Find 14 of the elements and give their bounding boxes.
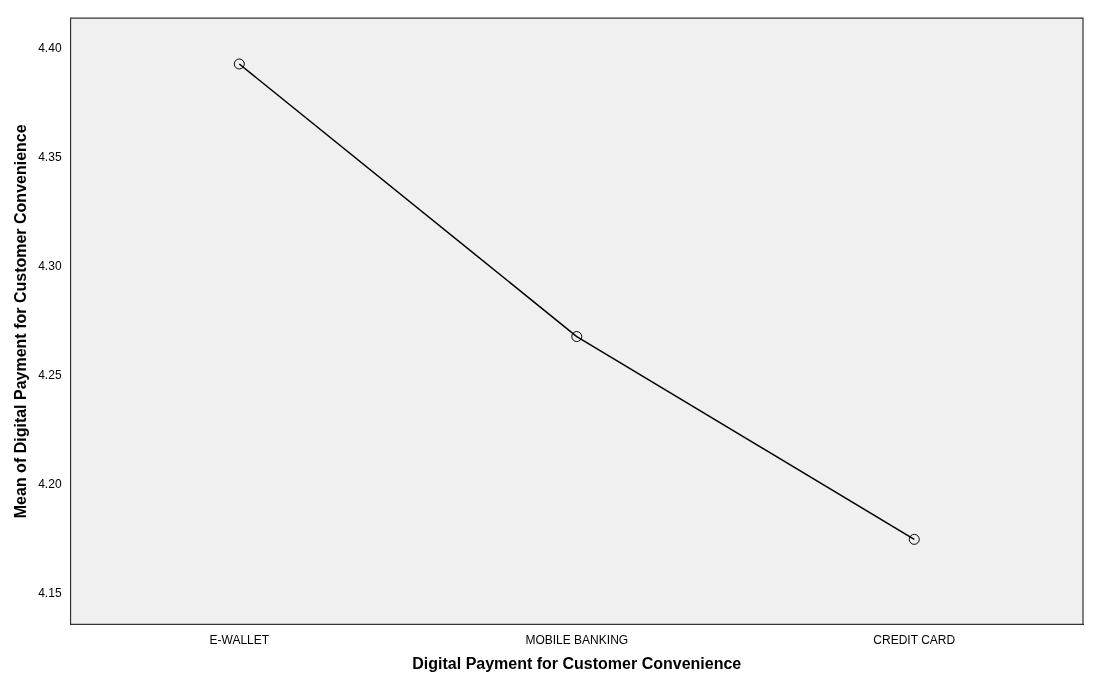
point [571,331,583,343]
x-axis-title: Digital Payment for Customer Convenience [412,654,742,672]
x-tick-label: MOBILE BANKING [525,632,629,647]
x-tick-label: CREDIT CARD [873,632,956,647]
y-tick-label: 4.30 [38,259,62,274]
y-tick-label: 4.40 [38,41,62,56]
y-tick-label: 4.25 [38,368,62,383]
point [233,58,245,70]
point [908,533,920,545]
y-axis-title: Mean of Digital Payment for Customer Convenience [12,124,30,519]
x-tick-label: E-WALLET [209,632,270,647]
y-tick-label: 4.15 [38,586,62,601]
y-tick-label: 4.35 [38,150,62,165]
y-tick-label: 4.20 [38,477,62,492]
